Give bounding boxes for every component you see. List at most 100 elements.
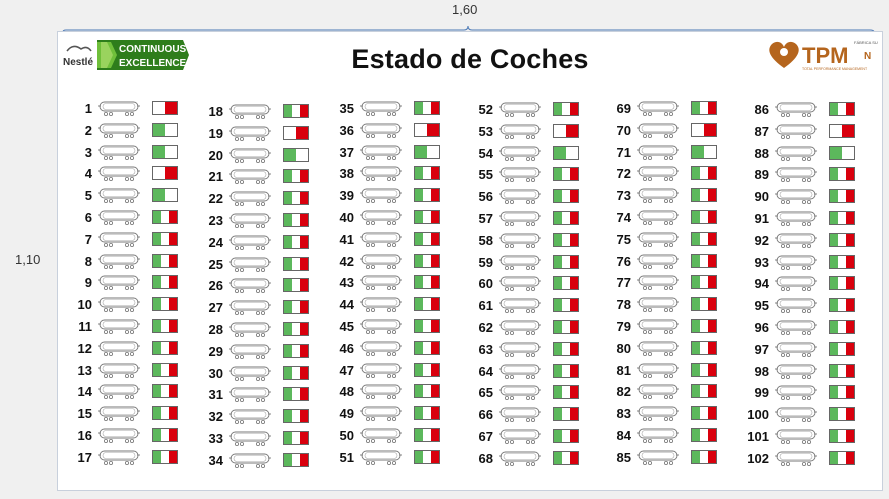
status-flag-tricolor[interactable] — [553, 232, 579, 247]
status-flag-tricolor[interactable] — [691, 384, 717, 399]
status-flag-tricolor[interactable] — [829, 385, 855, 400]
status-flag-tricolor[interactable] — [553, 102, 579, 116]
status-flag-tricolor[interactable] — [553, 254, 579, 269]
status-flag-tricolor[interactable] — [553, 450, 579, 465]
status-flag-green-white[interactable] — [414, 144, 440, 159]
status-flag-tricolor[interactable] — [829, 102, 855, 116]
status-flag-white-red[interactable] — [691, 122, 717, 137]
status-flag-tricolor[interactable] — [414, 101, 440, 115]
status-flag-white-red[interactable] — [283, 125, 309, 140]
status-flag-tricolor[interactable] — [414, 297, 440, 312]
status-flag-tricolor[interactable] — [414, 188, 440, 203]
status-flag-tricolor[interactable] — [691, 210, 717, 224]
status-flag-tricolor[interactable] — [553, 211, 579, 225]
status-flag-tricolor[interactable] — [691, 275, 717, 290]
status-flag-tricolor[interactable] — [691, 297, 717, 312]
status-flag-tricolor[interactable] — [829, 429, 855, 443]
status-flag-tricolor[interactable] — [691, 406, 717, 421]
status-flag-tricolor[interactable] — [283, 409, 309, 424]
status-flag-tricolor[interactable] — [414, 428, 440, 442]
status-flag-tricolor[interactable] — [152, 384, 178, 399]
status-flag-white-red[interactable] — [829, 123, 855, 138]
status-flag-tricolor[interactable] — [152, 449, 178, 464]
status-flag-tricolor[interactable] — [283, 278, 309, 293]
status-flag-tricolor[interactable] — [829, 276, 855, 291]
status-flag-tricolor[interactable] — [553, 385, 579, 400]
status-flag-tricolor[interactable] — [553, 320, 579, 334]
status-flag-green-white[interactable] — [152, 122, 178, 137]
status-flag-tricolor[interactable] — [553, 276, 579, 291]
status-flag-tricolor[interactable] — [691, 166, 717, 181]
status-flag-tricolor[interactable] — [829, 254, 855, 269]
status-flag-tricolor[interactable] — [553, 189, 579, 204]
status-flag-tricolor[interactable] — [829, 407, 855, 422]
status-flag-tricolor[interactable] — [553, 298, 579, 313]
status-flag-tricolor[interactable] — [283, 365, 309, 380]
status-flag-white-red[interactable] — [152, 101, 178, 115]
status-flag-tricolor[interactable] — [691, 340, 717, 355]
status-flag-tricolor[interactable] — [283, 300, 309, 315]
status-flag-tricolor[interactable] — [691, 101, 717, 115]
status-flag-tricolor[interactable] — [414, 210, 440, 224]
status-flag-tricolor[interactable] — [414, 231, 440, 246]
status-flag-white-red[interactable] — [152, 166, 178, 181]
status-flag-tricolor[interactable] — [414, 166, 440, 181]
status-flag-tricolor[interactable] — [691, 449, 717, 464]
status-flag-tricolor[interactable] — [414, 362, 440, 377]
status-flag-tricolor[interactable] — [414, 275, 440, 290]
status-flag-tricolor[interactable] — [691, 253, 717, 268]
status-flag-tricolor[interactable] — [691, 428, 717, 442]
status-flag-tricolor[interactable] — [152, 275, 178, 290]
status-flag-tricolor[interactable] — [152, 340, 178, 355]
status-flag-tricolor[interactable] — [283, 387, 309, 402]
status-flag-tricolor[interactable] — [553, 167, 579, 182]
status-flag-tricolor[interactable] — [829, 450, 855, 465]
status-flag-tricolor[interactable] — [553, 429, 579, 443]
status-flag-tricolor[interactable] — [283, 322, 309, 336]
status-flag-tricolor[interactable] — [691, 362, 717, 377]
status-flag-tricolor[interactable] — [283, 169, 309, 184]
status-flag-tricolor[interactable] — [829, 341, 855, 356]
status-flag-tricolor[interactable] — [553, 363, 579, 378]
status-flag-tricolor[interactable] — [152, 319, 178, 333]
status-flag-tricolor[interactable] — [414, 406, 440, 421]
status-flag-tricolor[interactable] — [152, 428, 178, 442]
status-flag-tricolor[interactable] — [829, 189, 855, 204]
status-flag-tricolor[interactable] — [829, 167, 855, 182]
status-flag-tricolor[interactable] — [829, 211, 855, 225]
status-flag-tricolor[interactable] — [691, 231, 717, 246]
status-flag-green-white[interactable] — [152, 188, 178, 203]
status-flag-green-white[interactable] — [283, 147, 309, 162]
status-flag-tricolor[interactable] — [283, 213, 309, 227]
status-flag-tricolor[interactable] — [283, 191, 309, 206]
status-flag-tricolor[interactable] — [283, 234, 309, 249]
status-flag-tricolor[interactable] — [283, 256, 309, 271]
status-flag-tricolor[interactable] — [553, 341, 579, 356]
status-flag-tricolor[interactable] — [152, 231, 178, 246]
status-flag-white-red[interactable] — [553, 123, 579, 138]
status-flag-green-white[interactable] — [829, 145, 855, 160]
status-flag-tricolor[interactable] — [152, 210, 178, 224]
status-flag-tricolor[interactable] — [414, 449, 440, 464]
status-flag-tricolor[interactable] — [829, 320, 855, 334]
status-flag-white-red[interactable] — [414, 122, 440, 137]
status-flag-green-white[interactable] — [691, 144, 717, 159]
status-flag-tricolor[interactable] — [691, 319, 717, 333]
status-flag-tricolor[interactable] — [414, 253, 440, 268]
status-flag-tricolor[interactable] — [283, 343, 309, 358]
status-flag-tricolor[interactable] — [283, 431, 309, 445]
status-flag-tricolor[interactable] — [829, 298, 855, 313]
status-flag-tricolor[interactable] — [829, 232, 855, 247]
status-flag-tricolor[interactable] — [152, 362, 178, 377]
status-flag-tricolor[interactable] — [283, 104, 309, 118]
status-flag-tricolor[interactable] — [414, 384, 440, 399]
status-flag-tricolor[interactable] — [152, 297, 178, 312]
status-flag-tricolor[interactable] — [553, 407, 579, 422]
status-flag-green-white[interactable] — [553, 145, 579, 160]
status-flag-tricolor[interactable] — [152, 253, 178, 268]
status-flag-tricolor[interactable] — [152, 406, 178, 421]
status-flag-green-white[interactable] — [152, 144, 178, 159]
status-flag-tricolor[interactable] — [414, 319, 440, 333]
status-flag-tricolor[interactable] — [829, 363, 855, 378]
status-flag-tricolor[interactable] — [283, 452, 309, 467]
